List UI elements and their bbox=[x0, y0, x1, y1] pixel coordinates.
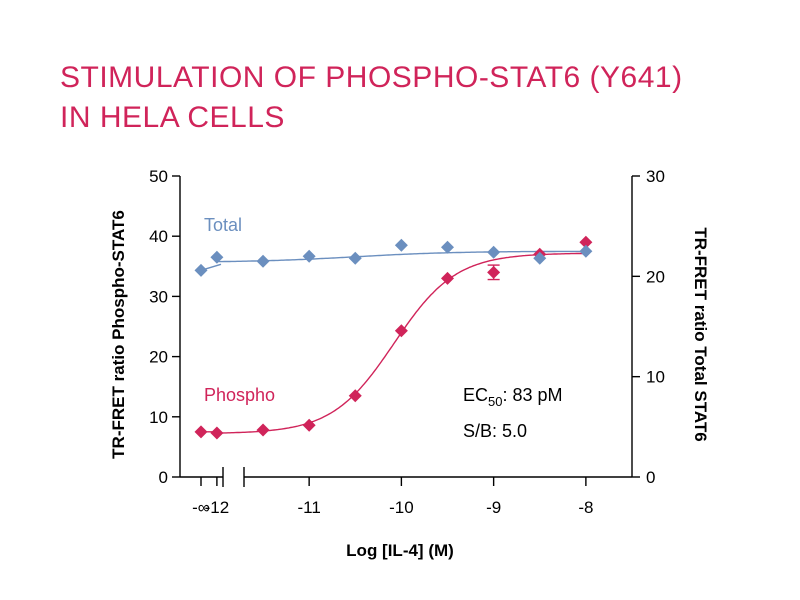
total-data-point bbox=[533, 251, 547, 265]
data-points bbox=[194, 235, 593, 440]
right-y-tick-label: 10 bbox=[646, 368, 665, 387]
phospho-data-point bbox=[487, 265, 501, 279]
left-y-tick-label: 20 bbox=[149, 348, 168, 367]
left-y-tick-label: 0 bbox=[159, 468, 168, 487]
total-data-point bbox=[441, 240, 455, 254]
total-data-point bbox=[579, 244, 593, 258]
left-y-tick-label: 10 bbox=[149, 408, 168, 427]
x-tick-label: -8 bbox=[578, 498, 593, 517]
phospho-data-point bbox=[441, 271, 455, 285]
total-series-label: Total bbox=[204, 215, 242, 235]
total-fit-curve bbox=[216, 250, 586, 263]
x-tick-label: -9 bbox=[486, 498, 501, 517]
left-y-tick-label: 30 bbox=[149, 287, 168, 306]
ec50-annotation: EC50: 83 pM bbox=[463, 385, 563, 409]
x-axis-title: Log [IL-4] (M) bbox=[346, 541, 454, 560]
right-y-tick-label: 20 bbox=[646, 267, 665, 286]
x-tick-label: -11 bbox=[297, 498, 320, 517]
total-data-point bbox=[487, 245, 501, 259]
left-y-tick-label: 40 bbox=[149, 227, 168, 246]
total-data-point bbox=[302, 249, 316, 263]
total-data-point bbox=[256, 254, 270, 268]
phospho-fit-curve bbox=[216, 252, 586, 434]
phospho-data-point bbox=[394, 324, 408, 338]
signal-background-annotation: S/B: 5.0 bbox=[463, 421, 527, 441]
total-data-point bbox=[210, 250, 224, 264]
total-zero-dose-point bbox=[194, 263, 208, 277]
fit-curves bbox=[200, 250, 586, 434]
chart-title: STIMULATION OF PHOSPHO-STAT6 (Y641) IN H… bbox=[60, 58, 780, 138]
x-tick-label: -∞ bbox=[192, 498, 210, 517]
total-data-point bbox=[394, 238, 408, 252]
phospho-series-label: Phospho bbox=[204, 385, 275, 405]
phospho-zero-dose-point bbox=[194, 425, 208, 439]
phospho-data-point bbox=[302, 418, 316, 432]
chart-title-line-2: IN HELA CELLS bbox=[60, 101, 285, 134]
x-tick-label: -10 bbox=[389, 498, 414, 517]
axes bbox=[172, 175, 640, 487]
left-y-tick-label: 50 bbox=[149, 167, 168, 186]
x-tick-label: -12 bbox=[205, 498, 230, 517]
phospho-data-point bbox=[579, 235, 593, 249]
phospho-data-point bbox=[348, 389, 362, 403]
chart-title-line-1: STIMULATION OF PHOSPHO-STAT6 (Y641) bbox=[60, 61, 683, 94]
left-y-axis-title: TR-FRET ratio Phospho-STAT6 bbox=[109, 210, 128, 459]
phospho-data-point bbox=[210, 426, 224, 440]
total-data-point bbox=[348, 251, 362, 265]
right-y-axis-title: TR-FRET ratio Total STAT6 bbox=[691, 227, 710, 441]
phospho-data-point bbox=[256, 423, 270, 437]
chart-labels: 0 10 20 30 40 50 0 10 20 30 -∞-12 -11 -10 -9 -8 Log [IL… bbox=[109, 167, 710, 560]
right-y-tick-label: 30 bbox=[646, 167, 665, 186]
right-y-tick-label: 0 bbox=[646, 468, 655, 487]
